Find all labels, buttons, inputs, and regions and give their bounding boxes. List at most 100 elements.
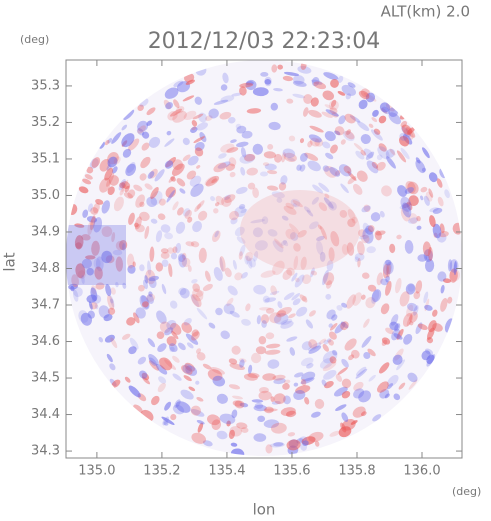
echo: [346, 129, 351, 135]
y-tick-label: 35.2: [31, 115, 60, 130]
echo: [86, 166, 94, 174]
y-tick-label: 35.1: [31, 151, 60, 166]
echo: [260, 72, 269, 77]
echo: [161, 283, 167, 295]
echo: [149, 168, 158, 179]
echo: [385, 275, 390, 283]
echo: [371, 289, 382, 303]
echo: [330, 230, 340, 247]
echo: [185, 241, 195, 247]
echo: [78, 186, 89, 194]
echo: [192, 221, 202, 233]
echo: [403, 333, 413, 345]
echo: [264, 406, 274, 414]
echo: [172, 355, 180, 363]
echo: [338, 164, 352, 177]
echo: [402, 202, 411, 208]
echo: [416, 225, 422, 230]
echo: [366, 246, 376, 254]
echo: [352, 183, 363, 195]
echo: [141, 142, 150, 151]
echo: [293, 382, 299, 387]
echo: [339, 209, 348, 218]
echo: [82, 209, 89, 218]
echo: [172, 159, 183, 170]
echo: [240, 427, 249, 433]
echo: [286, 439, 301, 451]
echo: [311, 76, 320, 87]
echo: [385, 261, 394, 275]
echo: [86, 216, 98, 223]
echo: [85, 255, 96, 260]
echo: [421, 167, 427, 172]
echo: [139, 201, 145, 208]
echo: [111, 379, 121, 388]
echo: [361, 294, 366, 300]
echo: [263, 151, 276, 159]
echo: [113, 156, 121, 165]
echo: [196, 352, 206, 361]
echo: [99, 159, 111, 172]
echo: [341, 378, 352, 389]
echo: [292, 298, 301, 306]
echo: [99, 177, 111, 193]
echo: [340, 321, 349, 329]
echo: [270, 102, 279, 111]
echo: [213, 267, 223, 281]
echo: [353, 381, 364, 391]
echo: [274, 153, 282, 163]
echo: [169, 108, 183, 117]
echo: [282, 75, 294, 82]
echo: [250, 352, 262, 364]
echo: [135, 194, 145, 208]
echo: [156, 363, 168, 375]
echo: [231, 92, 242, 97]
echo: [137, 356, 147, 365]
echo: [365, 225, 374, 235]
echo: [320, 225, 327, 240]
echo: [360, 133, 371, 145]
echo: [350, 420, 358, 425]
echo: [283, 292, 295, 301]
echo: [196, 165, 201, 169]
echo: [389, 321, 399, 331]
echo: [84, 174, 93, 180]
echo: [177, 253, 186, 263]
echo: [111, 132, 122, 144]
echo: [236, 422, 248, 429]
echo: [81, 275, 85, 285]
echo: [322, 350, 338, 364]
echo: [269, 312, 282, 324]
echo: [381, 185, 392, 197]
echo: [142, 131, 150, 139]
echo: [155, 230, 163, 243]
echo: [308, 342, 322, 352]
echo: [292, 80, 307, 87]
echo: [334, 126, 345, 136]
echo: [227, 285, 238, 296]
echo: [215, 307, 223, 316]
echo: [194, 141, 205, 152]
echo: [389, 243, 396, 254]
echo: [94, 304, 99, 310]
echo: [261, 216, 269, 225]
echo: [309, 221, 319, 230]
echo: [408, 195, 419, 206]
echo: [132, 261, 136, 267]
echo: [353, 388, 365, 399]
echo: [122, 148, 132, 158]
echo: [194, 147, 204, 157]
echo: [253, 433, 267, 442]
echo: [154, 169, 165, 182]
echo: [283, 71, 300, 76]
echo: [112, 249, 123, 256]
echo: [405, 180, 416, 194]
echo: [264, 349, 281, 355]
echo: [253, 404, 267, 412]
echo: [213, 162, 227, 173]
echo: [293, 255, 299, 270]
echo: [229, 310, 240, 318]
echo: [265, 343, 281, 349]
echo: [420, 195, 424, 201]
echo: [313, 81, 327, 90]
